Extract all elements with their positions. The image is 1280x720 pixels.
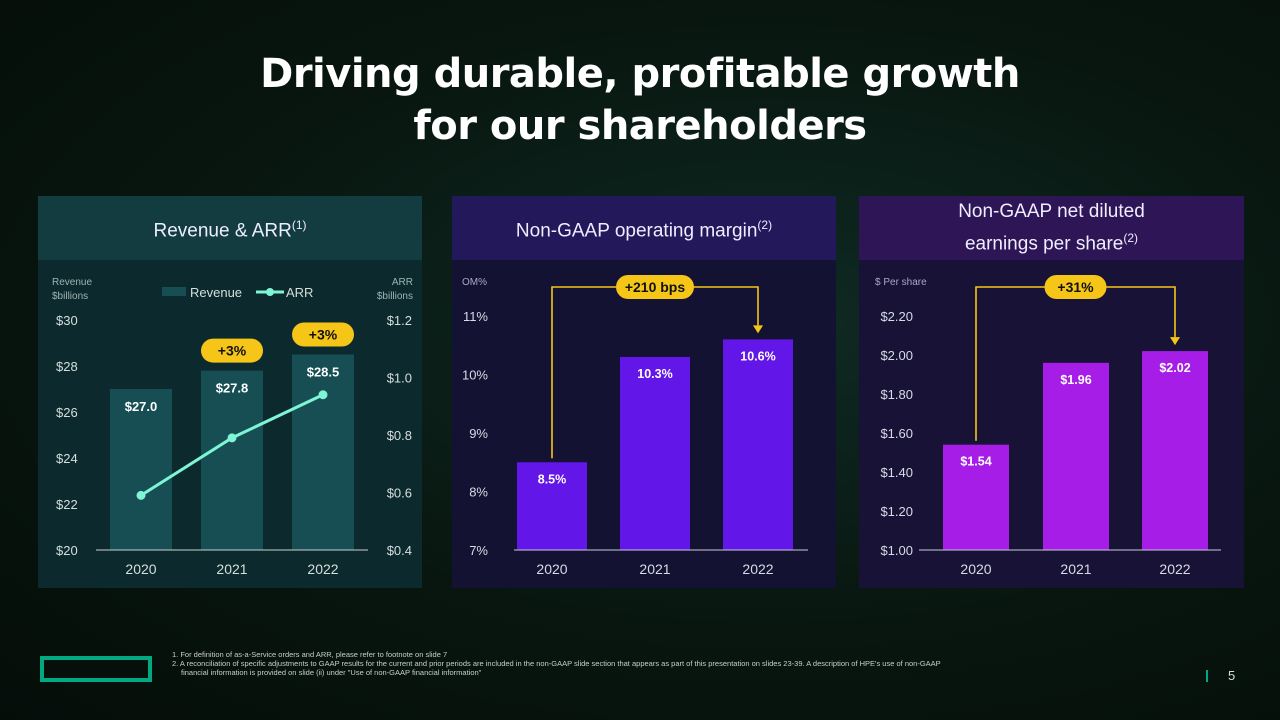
y-tick-label: 7% — [469, 543, 488, 558]
x-tick-label: 2022 — [1159, 561, 1190, 577]
operating-margin-heading: Non-GAAP operating margin(2) — [452, 196, 836, 260]
x-tick-label: 2021 — [216, 561, 247, 577]
footnote-1: 1. For definition of as-a-Service orders… — [172, 650, 448, 659]
bar-value-label: $1.54 — [960, 455, 991, 469]
bar — [1142, 351, 1208, 550]
hpe-logo — [40, 656, 152, 682]
eps-heading-line1: Non-GAAP net diluted — [958, 201, 1145, 223]
right-tick-label: $1.2 — [387, 313, 412, 328]
bar — [1043, 362, 1109, 550]
footnotes: 1. For definition of as-a-Service orders… — [172, 650, 1152, 677]
legend-arr-marker — [266, 288, 274, 296]
bar — [723, 339, 793, 550]
y-tick-label: 10% — [462, 368, 488, 383]
left-tick-label: $28 — [56, 359, 78, 374]
right-tick-label: $1.0 — [387, 371, 412, 386]
revenue-heading-text: Revenue & ARR — [153, 220, 292, 242]
growth-annotation-label: +210 bps — [625, 279, 686, 295]
right-tick-label: $0.4 — [387, 543, 412, 558]
revenue-arr-heading: Revenue & ARR(1) — [38, 196, 422, 260]
y-tick-label: $2.00 — [880, 348, 913, 363]
left-axis-label-1: Revenue — [52, 277, 92, 288]
right-axis-label-1: ARR — [392, 277, 413, 288]
left-axis-label-2: $billions — [52, 291, 88, 302]
legend-revenue-label: Revenue — [190, 285, 242, 300]
bar-value-label: 10.3% — [637, 367, 672, 381]
x-tick-label: 2021 — [639, 561, 670, 577]
margin-heading-text: Non-GAAP operating margin — [515, 220, 758, 242]
y-tick-label: 9% — [469, 426, 488, 441]
x-tick-label: 2020 — [125, 561, 156, 577]
revenue-bar — [201, 370, 263, 550]
x-tick-label: 2022 — [307, 561, 338, 577]
bar — [620, 356, 690, 550]
revenue-bar-label: $27.8 — [216, 381, 249, 396]
right-axis-label-2: $billions — [377, 291, 413, 302]
growth-annotation-badge — [616, 275, 694, 299]
revenue-arr-panel: Revenue & ARR(1) Revenue $billions ARR $bil… — [38, 196, 422, 588]
bar-value-label: 8.5% — [538, 472, 567, 486]
arr-point — [227, 433, 237, 443]
revenue-bar-label: $28.5 — [307, 365, 340, 380]
right-tick-label: $0.8 — [387, 428, 412, 443]
bar — [517, 462, 587, 550]
revenue-heading-sup: (1) — [291, 217, 307, 232]
arr-point — [136, 490, 146, 500]
right-tick-label: $0.6 — [387, 486, 412, 501]
bar-value-label: 10.6% — [740, 349, 775, 363]
bar — [943, 444, 1009, 550]
page-number: 5 — [1228, 668, 1236, 683]
growth-annotation-label: +3% — [218, 343, 247, 359]
left-tick-label: $26 — [56, 405, 78, 420]
growth-bracket-arrow — [1170, 337, 1180, 346]
growth-annotation-badge — [201, 338, 263, 363]
y-axis-label: OM% — [462, 277, 487, 288]
eps-heading-sup: (2) — [1123, 231, 1139, 246]
eps-chart: $ Per share $1.00 $1.20 $1.40 $1.60 $1.80 $2.0… — [875, 275, 1221, 577]
growth-bracket-arrow — [753, 325, 763, 334]
revenue-bar — [292, 354, 354, 550]
eps-heading-line2: earnings per share — [964, 233, 1124, 255]
arr-point — [318, 390, 328, 400]
revenue-bar-label: $27.0 — [125, 399, 158, 414]
operating-margin-chart: OM% 7% 8% 9% 10% 11% 8.5% 2020 10.3% 2021 10.6% 202… — [462, 275, 808, 577]
y-tick-label: $1.80 — [880, 387, 913, 402]
bar-value-label: $2.02 — [1159, 361, 1190, 375]
bar-value-label: $1.96 — [1060, 373, 1091, 387]
title-line-1: Driving durable, profitable growth — [260, 51, 1020, 97]
operating-margin-panel: Non-GAAP operating margin(2) OM% 7% 8% 9% 10… — [452, 196, 836, 588]
y-tick-label: $2.20 — [880, 309, 913, 324]
y-tick-label: $1.00 — [880, 543, 913, 558]
left-tick-label: $22 — [56, 497, 78, 512]
y-tick-label: $1.20 — [880, 504, 913, 519]
y-tick-label: $1.60 — [880, 426, 913, 441]
slide-title: Driving durable, profitable growth for o… — [0, 48, 1280, 152]
growth-annotation-label: +3% — [309, 327, 338, 343]
revenue-arr-chart: Revenue $billions ARR $billions Revenue ARR $2… — [52, 277, 413, 577]
y-tick-label: 11% — [463, 309, 488, 324]
x-tick-label: 2021 — [1060, 561, 1091, 577]
y-tick-label: 8% — [469, 485, 488, 500]
footnote-2: 2. A reconciliation of specific adjustme… — [172, 659, 941, 668]
eps-heading: Non-GAAP net diluted earnings per share(… — [859, 196, 1244, 260]
margin-heading-sup: (2) — [757, 217, 773, 232]
y-axis-label: $ Per share — [875, 277, 927, 288]
revenue-bar — [110, 389, 172, 550]
left-tick-label: $24 — [56, 451, 78, 466]
left-tick-label: $20 — [56, 543, 78, 558]
eps-panel: Non-GAAP net diluted earnings per share(… — [859, 196, 1244, 588]
growth-annotation-label: +31% — [1057, 279, 1094, 295]
y-tick-label: $1.40 — [880, 465, 913, 480]
growth-annotation-badge — [292, 322, 354, 347]
title-line-2: for our shareholders — [413, 103, 867, 149]
page-number-divider — [1206, 670, 1208, 682]
legend-revenue-swatch — [162, 287, 186, 296]
footnote-2-cont: financial information is provided on sli… — [181, 668, 482, 677]
left-tick-label: $30 — [56, 313, 78, 328]
x-tick-label: 2022 — [742, 561, 773, 577]
x-tick-label: 2020 — [536, 561, 567, 577]
growth-annotation-badge — [1044, 275, 1107, 299]
x-tick-label: 2020 — [960, 561, 991, 577]
legend-arr-label: ARR — [286, 285, 313, 300]
